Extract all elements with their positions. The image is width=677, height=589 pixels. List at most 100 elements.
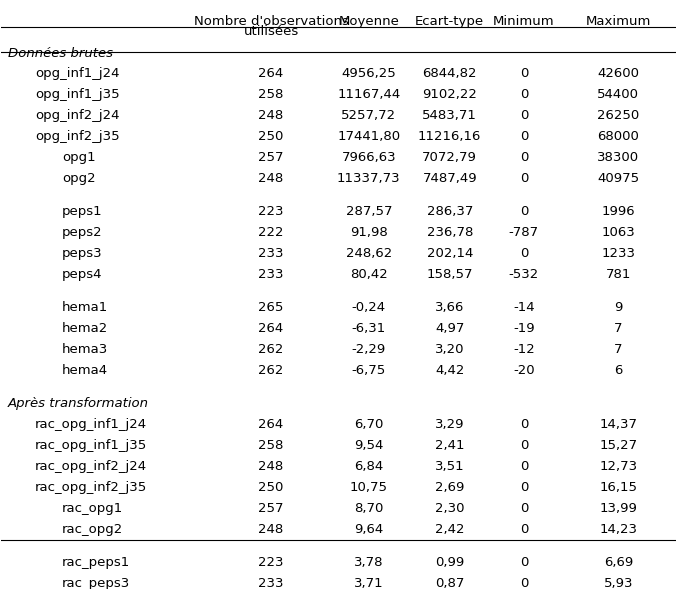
Text: 0: 0 — [520, 522, 528, 535]
Text: 0,87: 0,87 — [435, 577, 464, 589]
Text: 233: 233 — [259, 577, 284, 589]
Text: 7966,63: 7966,63 — [341, 151, 396, 164]
Text: 248: 248 — [259, 522, 284, 535]
Text: 158,57: 158,57 — [427, 268, 473, 281]
Text: opg1: opg1 — [62, 151, 95, 164]
Text: -6,75: -6,75 — [352, 364, 386, 377]
Text: rac_opg1: rac_opg1 — [62, 502, 123, 515]
Text: 236,78: 236,78 — [427, 226, 473, 239]
Text: 3,71: 3,71 — [354, 577, 384, 589]
Text: 91,98: 91,98 — [350, 226, 388, 239]
Text: 10,75: 10,75 — [350, 481, 388, 494]
Text: 68000: 68000 — [597, 130, 639, 143]
Text: 7072,79: 7072,79 — [422, 151, 477, 164]
Text: 9: 9 — [614, 301, 622, 314]
Text: peps2: peps2 — [62, 226, 103, 239]
Text: 7: 7 — [614, 322, 623, 335]
Text: opg_inf2_j35: opg_inf2_j35 — [35, 130, 120, 143]
Text: opg2: opg2 — [62, 172, 95, 185]
Text: 7: 7 — [614, 343, 623, 356]
Text: peps1: peps1 — [62, 205, 103, 218]
Text: 264: 264 — [259, 322, 284, 335]
Text: 80,42: 80,42 — [350, 268, 388, 281]
Text: rac_opg_inf2_j24: rac_opg_inf2_j24 — [35, 460, 147, 473]
Text: rac_opg_inf1_j24: rac_opg_inf1_j24 — [35, 418, 147, 431]
Text: opg_inf1_j24: opg_inf1_j24 — [35, 67, 120, 81]
Text: rac_opg2: rac_opg2 — [62, 522, 123, 535]
Text: Moyenne: Moyenne — [338, 15, 399, 28]
Text: 38300: 38300 — [597, 151, 639, 164]
Text: 8,70: 8,70 — [354, 502, 384, 515]
Text: 4956,25: 4956,25 — [341, 67, 396, 81]
Text: 9,54: 9,54 — [354, 439, 384, 452]
Text: 1063: 1063 — [601, 226, 635, 239]
Text: -19: -19 — [513, 322, 535, 335]
Text: 264: 264 — [259, 418, 284, 431]
Text: 2,30: 2,30 — [435, 502, 464, 515]
Text: 2,41: 2,41 — [435, 439, 464, 452]
Text: 0: 0 — [520, 439, 528, 452]
Text: hema1: hema1 — [62, 301, 108, 314]
Text: 1233: 1233 — [601, 247, 635, 260]
Text: 12,73: 12,73 — [599, 460, 637, 473]
Text: 7487,49: 7487,49 — [422, 172, 477, 185]
Text: rac_opg_inf2_j35: rac_opg_inf2_j35 — [35, 481, 148, 494]
Text: hema4: hema4 — [62, 364, 108, 377]
Text: 0: 0 — [520, 205, 528, 218]
Text: peps4: peps4 — [62, 268, 103, 281]
Text: 0: 0 — [520, 577, 528, 589]
Text: 54400: 54400 — [597, 88, 639, 101]
Text: 2,69: 2,69 — [435, 481, 464, 494]
Text: Minimum: Minimum — [493, 15, 554, 28]
Text: 3,20: 3,20 — [435, 343, 464, 356]
Text: 13,99: 13,99 — [599, 502, 637, 515]
Text: 0: 0 — [520, 247, 528, 260]
Text: 9102,22: 9102,22 — [422, 88, 477, 101]
Text: 17441,80: 17441,80 — [337, 130, 400, 143]
Text: -14: -14 — [513, 301, 535, 314]
Text: 248: 248 — [259, 460, 284, 473]
Text: rac_peps1: rac_peps1 — [62, 556, 130, 569]
Text: 26250: 26250 — [597, 109, 640, 122]
Text: Nombre d'observations: Nombre d'observations — [194, 15, 349, 28]
Text: 1996: 1996 — [601, 205, 635, 218]
Text: 5257,72: 5257,72 — [341, 109, 397, 122]
Text: -0,24: -0,24 — [352, 301, 386, 314]
Text: Maximum: Maximum — [586, 15, 651, 28]
Text: opg_inf2_j24: opg_inf2_j24 — [35, 109, 120, 122]
Text: Après transformation: Après transformation — [8, 397, 149, 411]
Text: 0: 0 — [520, 481, 528, 494]
Text: 3,29: 3,29 — [435, 418, 464, 431]
Text: 6,84: 6,84 — [354, 460, 383, 473]
Text: 287,57: 287,57 — [345, 205, 392, 218]
Text: 11216,16: 11216,16 — [418, 130, 481, 143]
Text: 42600: 42600 — [597, 67, 639, 81]
Text: 9,64: 9,64 — [354, 522, 383, 535]
Text: Données brutes: Données brutes — [8, 47, 113, 59]
Text: 14,37: 14,37 — [599, 418, 637, 431]
Text: 5483,71: 5483,71 — [422, 109, 477, 122]
Text: -12: -12 — [513, 343, 535, 356]
Text: 0: 0 — [520, 502, 528, 515]
Text: rac_opg_inf1_j35: rac_opg_inf1_j35 — [35, 439, 148, 452]
Text: 0: 0 — [520, 418, 528, 431]
Text: 233: 233 — [259, 247, 284, 260]
Text: 6: 6 — [614, 364, 622, 377]
Text: 262: 262 — [259, 343, 284, 356]
Text: 781: 781 — [606, 268, 631, 281]
Text: 40975: 40975 — [597, 172, 639, 185]
Text: 250: 250 — [259, 481, 284, 494]
Text: 0: 0 — [520, 109, 528, 122]
Text: 3,78: 3,78 — [354, 556, 384, 569]
Text: 4,42: 4,42 — [435, 364, 464, 377]
Text: 0: 0 — [520, 151, 528, 164]
Text: opg_inf1_j35: opg_inf1_j35 — [35, 88, 120, 101]
Text: 0: 0 — [520, 130, 528, 143]
Text: 257: 257 — [259, 151, 284, 164]
Text: 0: 0 — [520, 67, 528, 81]
Text: 15,27: 15,27 — [599, 439, 637, 452]
Text: 14,23: 14,23 — [599, 522, 637, 535]
Text: Ecart-type: Ecart-type — [415, 15, 484, 28]
Text: -20: -20 — [513, 364, 535, 377]
Text: -532: -532 — [509, 268, 539, 281]
